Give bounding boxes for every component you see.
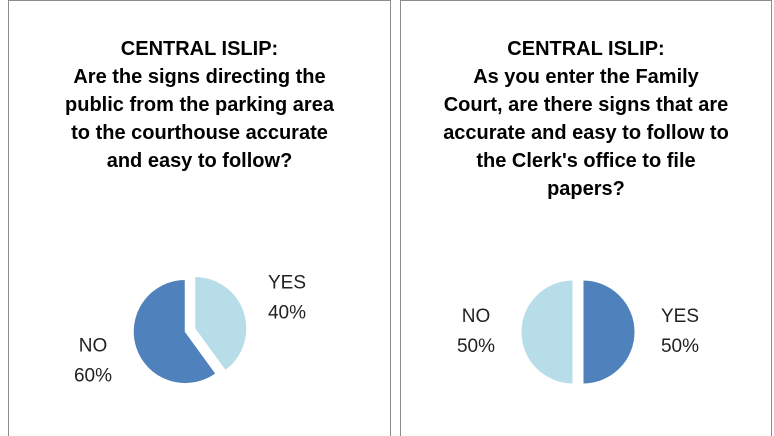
pie-slice (582, 279, 636, 385)
chart-panel: CENTRAL ISLIP: As you enter the Family C… (400, 0, 772, 436)
chart-subtitle: Are the signs directing the public from … (65, 66, 334, 172)
slice-value-label: 50% (661, 336, 699, 357)
slice-label: NO (79, 336, 108, 357)
chart-subtitle: As you enter the Family Court, are there… (443, 66, 729, 200)
pie-slice (520, 279, 574, 385)
slice-value-label: 40% (268, 302, 306, 323)
slice-value-label: 50% (457, 336, 495, 357)
slice-value-label: 60% (74, 366, 112, 387)
pie-slice (194, 275, 248, 372)
slice-label: NO (462, 306, 491, 327)
chart-title: CENTRAL ISLIP: (120, 38, 279, 60)
chart-title-block: CENTRAL ISLIP: Are the signs directing t… (9, 35, 390, 175)
slice-label: YES (661, 306, 699, 327)
chart-title: CENTRAL ISLIP: (507, 38, 665, 60)
chart-title-block: CENTRAL ISLIP: As you enter the Family C… (401, 35, 771, 203)
chart-panel: CENTRAL ISLIP: Are the signs directing t… (8, 0, 391, 436)
pie-slice (132, 279, 217, 384)
slice-label: YES (268, 272, 306, 293)
